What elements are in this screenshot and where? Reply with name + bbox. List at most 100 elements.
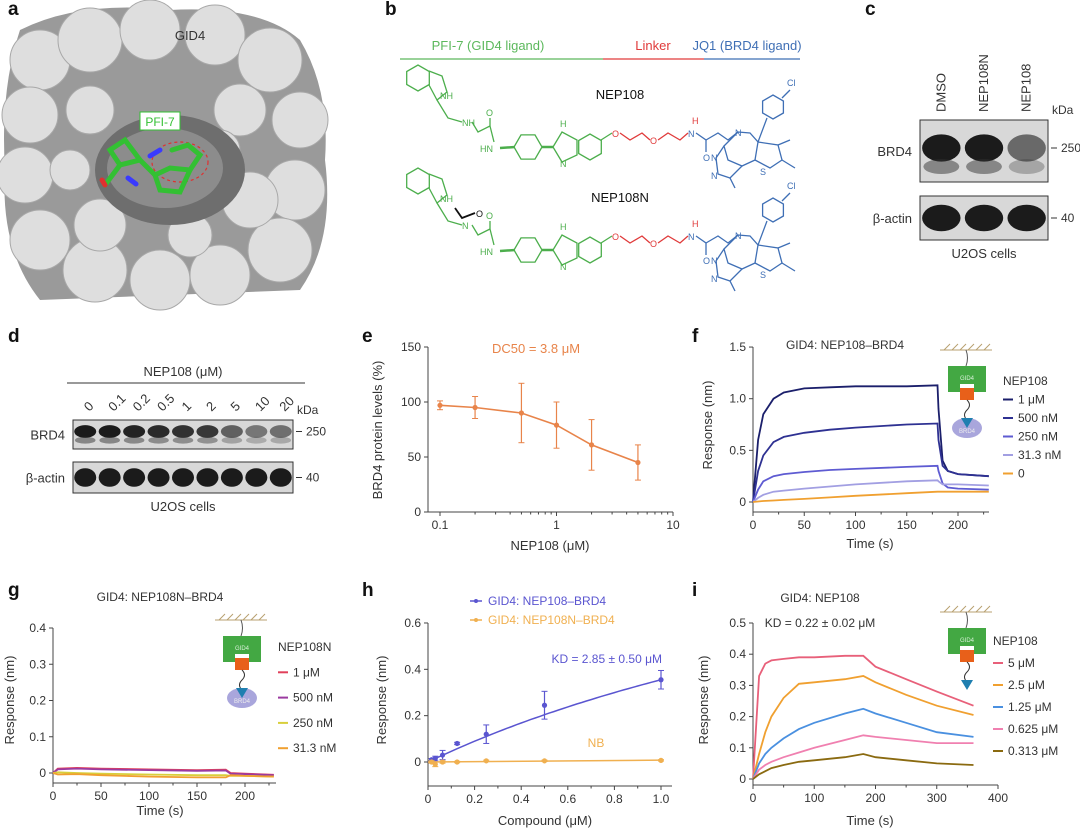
x-tick-label: 200 — [235, 789, 255, 803]
band — [220, 425, 243, 438]
surface-bump — [57, 7, 123, 73]
data-point — [483, 758, 489, 764]
band — [966, 159, 1002, 175]
x-tick-label: 100 — [804, 791, 824, 805]
series-31.3-nM — [52, 772, 274, 779]
band — [148, 436, 169, 444]
band — [245, 468, 268, 487]
marker-label: 250 — [1061, 141, 1080, 155]
legend-label: 2.5 μM — [1008, 678, 1045, 692]
band — [123, 468, 146, 487]
atom-label: Cl — [787, 78, 796, 88]
series-0 — [437, 382, 641, 481]
atom-label: N — [711, 171, 718, 181]
x-tick-label: 0.4 — [513, 792, 530, 806]
chart-panel-i: 0 0.1 0.2 0.3 0.4 0.5 0 100 200 300 400 Time (s) Res… — [696, 591, 1058, 828]
band — [1007, 134, 1046, 162]
atom-label: S — [760, 270, 766, 280]
y-tick-label: 0.4 — [729, 647, 746, 661]
x-tick-label: 0.6 — [559, 792, 576, 806]
binding-site-outline — [151, 141, 209, 183]
atom-label: HN — [480, 247, 493, 257]
panel-label-d: d — [8, 326, 20, 347]
legend-label: 0.625 μM — [1008, 722, 1058, 736]
data-point — [454, 740, 460, 747]
row-label: BRD4 — [30, 428, 65, 443]
atom-label: Cl — [787, 181, 796, 191]
marker-label: 250 — [306, 425, 326, 439]
panel-label-e: e — [362, 326, 373, 347]
panel-b: PFI-7 (GID4 ligand) Linker JQ1 (BRD4 lig… — [400, 38, 802, 292]
surface-bump — [271, 91, 329, 149]
y-tick-label: 0 — [739, 772, 746, 786]
assay-schematic: GID4 BRD4 — [940, 343, 992, 438]
legend-label: 500 nM — [293, 691, 333, 705]
series-250-nM — [752, 464, 989, 503]
series-line — [752, 734, 974, 780]
panel-label-f: f — [692, 326, 699, 347]
surface-bump — [213, 83, 267, 137]
y-tick-label: 0.2 — [29, 694, 46, 708]
surface-bump — [73, 198, 127, 252]
band — [172, 436, 194, 444]
compound-name-nep108n: NEP108N — [591, 190, 649, 205]
atom-label: O — [703, 256, 710, 266]
y-tick-label: 0.3 — [29, 657, 46, 671]
data-point — [439, 759, 446, 765]
x-axis-label: Time (s) — [846, 813, 893, 828]
row-label: β-actin — [26, 471, 65, 486]
chart-panel-f: 0 0.5 1.0 1.5 0 50 100 150 200 Time (s) Response (… — [700, 338, 1061, 551]
x-tick-label: 150 — [187, 789, 207, 803]
band — [221, 436, 243, 444]
band — [147, 468, 170, 487]
legend-label: 500 nM — [1018, 411, 1058, 425]
nb-annotation: NB — [588, 736, 605, 750]
data-point — [518, 410, 525, 416]
series-500-nM — [752, 422, 989, 503]
band — [270, 436, 292, 444]
series-line — [752, 479, 989, 503]
x-axis-label: NEP108 (μM) — [510, 538, 589, 553]
atom-label: NH — [440, 194, 453, 204]
y-tick-label: 100 — [401, 395, 421, 409]
x-axis-label: Time (s) — [846, 536, 893, 551]
atom-label: N — [688, 129, 695, 139]
kd-annotation: KD = 0.22 ± 0.02 μM — [765, 616, 876, 630]
y-tick-label: 0 — [414, 755, 421, 769]
data-point — [541, 702, 548, 708]
x-tick-label: 100 — [845, 518, 865, 532]
legend-item: 0.313 μM — [993, 744, 1058, 758]
chart-panel-h: 0 0.2 0.4 0.6 0 0.2 0.4 0.6 0.8 1.0 Compound (μM) R… — [374, 594, 672, 828]
kd-annotation: KD = 2.85 ± 0.50 μM — [551, 652, 662, 666]
surface-bump — [0, 146, 54, 204]
band — [922, 134, 961, 162]
y-tick-label: 0.6 — [404, 616, 421, 630]
data-point — [432, 755, 438, 762]
band — [172, 468, 194, 487]
jq1-triangle — [961, 418, 973, 428]
segment-label-jq1: JQ1 (BRD4 ligand) — [692, 38, 801, 53]
legend-item: 0 — [1003, 467, 1025, 481]
jq1-triangle — [236, 688, 248, 698]
band — [964, 134, 1004, 162]
legend-label: 0.313 μM — [1008, 744, 1058, 758]
y-tick-label: 0.5 — [729, 443, 746, 457]
svg-text:GID4: GID4 — [960, 638, 975, 644]
x-tick-label: 0 — [425, 792, 432, 806]
x-tick-label: 0 — [750, 791, 757, 805]
series-line — [752, 753, 974, 780]
band — [197, 436, 218, 444]
svg-text:GID4: GID4 — [235, 646, 250, 652]
y-axis-label: Response (nm) — [2, 656, 17, 745]
legend-label: 31.3 nM — [293, 741, 336, 755]
atom-label: H — [560, 119, 567, 129]
atom-label: N — [711, 153, 718, 163]
y-tick-label: 150 — [401, 340, 421, 354]
marker-label: 40 — [306, 471, 320, 485]
legend-label: GID4: NEP108–BRD4 — [488, 594, 606, 608]
band — [922, 204, 961, 232]
blot-caption: U2OS cells — [150, 499, 216, 514]
legend-item: 2.5 μM — [993, 678, 1045, 692]
panel-label-h: h — [362, 580, 374, 601]
surface-bump — [65, 85, 115, 135]
